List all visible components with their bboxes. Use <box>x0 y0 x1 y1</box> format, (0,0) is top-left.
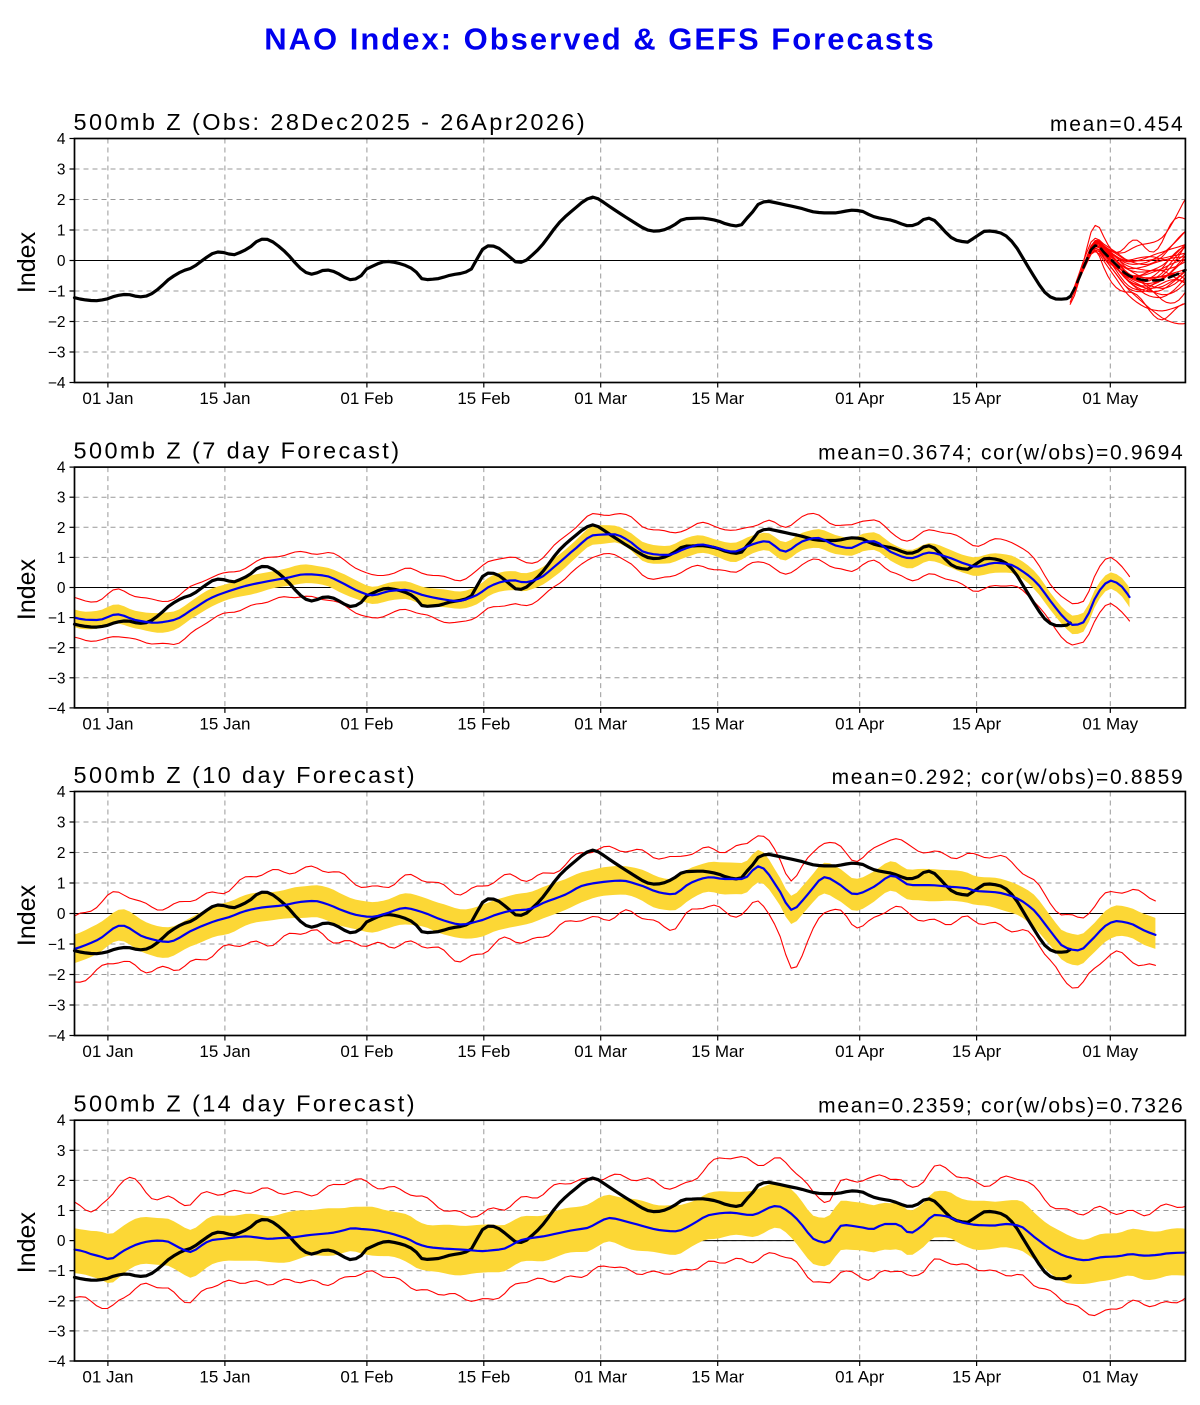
svg-text:−4: −4 <box>48 375 66 392</box>
svg-text:500mb Z (Obs: 28Dec2025 - 26Ap: 500mb Z (Obs: 28Dec2025 - 26Apr2026) <box>74 109 588 135</box>
svg-text:01 Jan: 01 Jan <box>82 1042 133 1061</box>
svg-text:15 Mar: 15 Mar <box>691 1368 744 1387</box>
svg-text:15 Apr: 15 Apr <box>952 389 1001 408</box>
svg-text:01 Jan: 01 Jan <box>82 389 133 408</box>
svg-text:−3: −3 <box>48 670 66 687</box>
svg-text:15 Jan: 15 Jan <box>199 1368 250 1387</box>
svg-text:15 Jan: 15 Jan <box>199 714 250 733</box>
svg-text:4: 4 <box>57 131 66 148</box>
svg-text:−1: −1 <box>48 610 66 627</box>
svg-text:0: 0 <box>57 580 66 597</box>
svg-text:01 May: 01 May <box>1082 1368 1138 1387</box>
svg-text:−2: −2 <box>48 1293 66 1310</box>
svg-text:−2: −2 <box>48 314 66 331</box>
svg-text:01 Jan: 01 Jan <box>82 714 133 733</box>
svg-text:15 Feb: 15 Feb <box>457 389 510 408</box>
svg-text:−3: −3 <box>48 1323 66 1340</box>
svg-text:mean=0.2359; cor(w/obs)=0.7326: mean=0.2359; cor(w/obs)=0.7326 <box>818 1095 1184 1118</box>
svg-text:01 Feb: 01 Feb <box>340 1368 393 1387</box>
svg-text:01 Mar: 01 Mar <box>574 1368 627 1387</box>
svg-text:NAO Index: Observed & GEFS For: NAO Index: Observed & GEFS Forecasts <box>264 22 936 57</box>
svg-text:−2: −2 <box>48 640 66 657</box>
svg-text:−1: −1 <box>48 937 66 954</box>
svg-text:−1: −1 <box>48 1263 66 1280</box>
svg-text:01 May: 01 May <box>1082 1042 1138 1061</box>
svg-text:3: 3 <box>57 815 66 832</box>
svg-text:2: 2 <box>57 520 66 537</box>
svg-text:1: 1 <box>57 223 66 240</box>
svg-text:15 Feb: 15 Feb <box>457 1042 510 1061</box>
svg-text:−3: −3 <box>48 345 66 362</box>
svg-text:mean=0.292; cor(w/obs)=0.8859: mean=0.292; cor(w/obs)=0.8859 <box>832 766 1185 789</box>
svg-text:15 Feb: 15 Feb <box>457 1368 510 1387</box>
svg-text:01 May: 01 May <box>1082 389 1138 408</box>
svg-text:01 Mar: 01 Mar <box>574 1042 627 1061</box>
svg-text:Index: Index <box>13 231 41 293</box>
svg-text:01 Feb: 01 Feb <box>340 1042 393 1061</box>
svg-text:0: 0 <box>57 1233 66 1250</box>
svg-text:01 Jan: 01 Jan <box>82 1368 133 1387</box>
svg-text:−4: −4 <box>48 700 66 717</box>
svg-text:Index: Index <box>13 558 41 620</box>
svg-text:1: 1 <box>57 876 66 893</box>
svg-text:15 Apr: 15 Apr <box>952 1368 1001 1387</box>
svg-text:−4: −4 <box>48 1354 66 1371</box>
svg-text:15 Jan: 15 Jan <box>199 389 250 408</box>
svg-text:0: 0 <box>57 906 66 923</box>
svg-text:15 Mar: 15 Mar <box>691 1042 744 1061</box>
svg-text:01 Mar: 01 Mar <box>574 714 627 733</box>
svg-text:3: 3 <box>57 490 66 507</box>
svg-text:500mb Z (14 day Forecast): 500mb Z (14 day Forecast) <box>74 1091 417 1117</box>
svg-text:15 Feb: 15 Feb <box>457 714 510 733</box>
svg-text:0: 0 <box>57 253 66 270</box>
svg-text:01 Apr: 01 Apr <box>835 714 884 733</box>
svg-text:15 Mar: 15 Mar <box>691 714 744 733</box>
svg-text:3: 3 <box>57 162 66 179</box>
svg-text:2: 2 <box>57 845 66 862</box>
svg-text:2: 2 <box>57 1173 66 1190</box>
svg-text:15 Apr: 15 Apr <box>952 714 1001 733</box>
svg-text:01 Apr: 01 Apr <box>835 389 884 408</box>
svg-text:Index: Index <box>13 1212 41 1274</box>
svg-text:15 Apr: 15 Apr <box>952 1042 1001 1061</box>
svg-text:mean=0.3674; cor(w/obs)=0.9694: mean=0.3674; cor(w/obs)=0.9694 <box>818 442 1184 465</box>
svg-text:4: 4 <box>57 784 66 801</box>
svg-text:2: 2 <box>57 192 66 209</box>
svg-text:−4: −4 <box>48 1028 66 1045</box>
svg-text:01 Apr: 01 Apr <box>835 1042 884 1061</box>
svg-text:−3: −3 <box>48 998 66 1015</box>
svg-text:Index: Index <box>13 884 41 946</box>
svg-text:4: 4 <box>57 460 66 477</box>
svg-text:−2: −2 <box>48 967 66 984</box>
svg-text:01 May: 01 May <box>1082 714 1138 733</box>
svg-text:01 Feb: 01 Feb <box>340 714 393 733</box>
svg-text:01 Feb: 01 Feb <box>340 389 393 408</box>
svg-text:500mb Z (10 day Forecast): 500mb Z (10 day Forecast) <box>74 762 417 788</box>
svg-text:−1: −1 <box>48 284 66 301</box>
svg-text:1: 1 <box>57 1203 66 1220</box>
svg-text:01 Mar: 01 Mar <box>574 389 627 408</box>
svg-text:3: 3 <box>57 1143 66 1160</box>
svg-text:mean=0.454: mean=0.454 <box>1050 113 1184 136</box>
svg-text:01 Apr: 01 Apr <box>835 1368 884 1387</box>
svg-text:1: 1 <box>57 550 66 567</box>
svg-text:500mb Z (7 day Forecast): 500mb Z (7 day Forecast) <box>74 438 402 464</box>
svg-text:15 Mar: 15 Mar <box>691 389 744 408</box>
svg-text:4: 4 <box>57 1113 66 1130</box>
svg-text:15 Jan: 15 Jan <box>199 1042 250 1061</box>
